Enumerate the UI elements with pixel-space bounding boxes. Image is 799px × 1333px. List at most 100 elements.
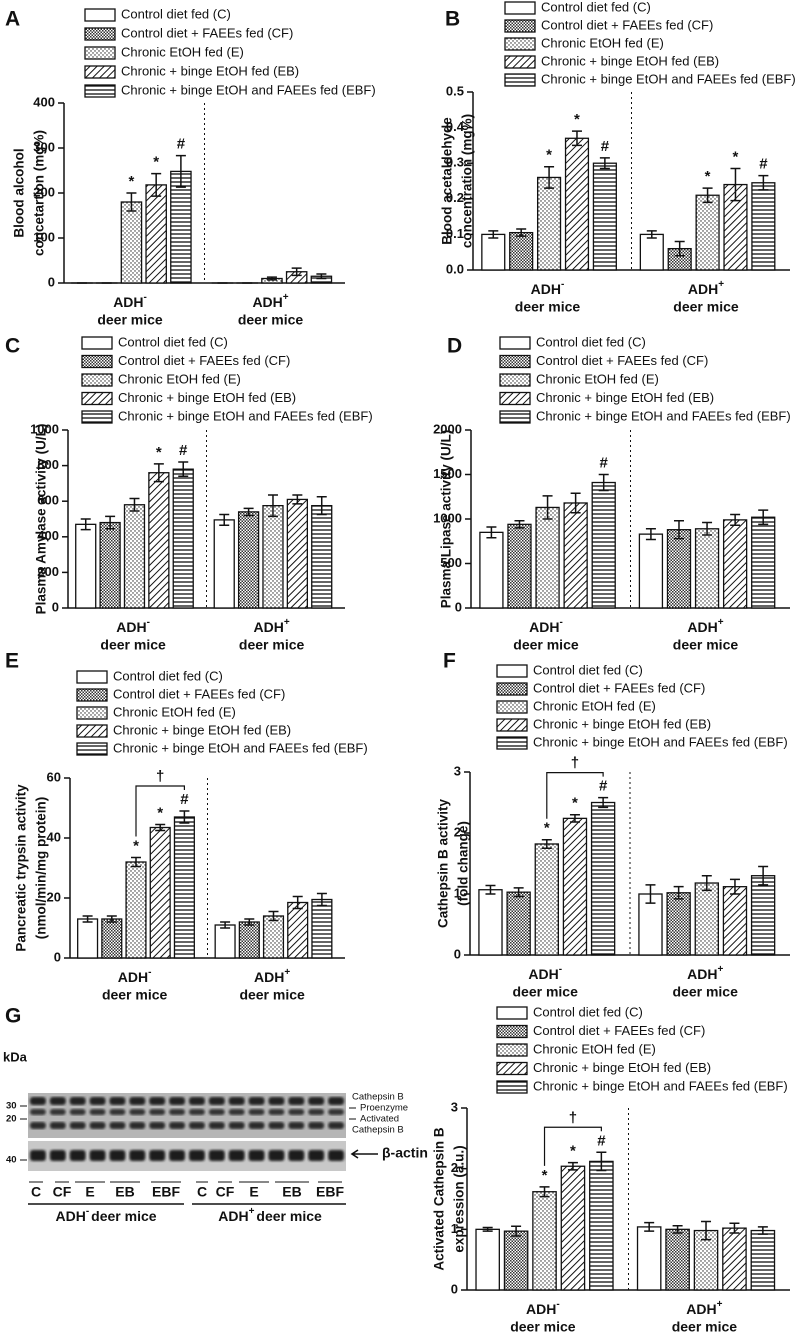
legend-swatch <box>499 391 531 406</box>
significance-label: # <box>759 156 768 173</box>
y-tick-label: 2 <box>454 824 461 839</box>
legend-label: Control diet fed (C) <box>118 334 228 349</box>
lane-label: CF <box>216 1184 235 1200</box>
group-label-main: ADH <box>528 966 558 982</box>
y-tick-label: 0 <box>451 1281 458 1296</box>
y-tick-label: 1 <box>454 885 461 900</box>
group-label-sup: - <box>86 1206 89 1217</box>
legend-swatch <box>76 706 108 720</box>
group-label-sup: - <box>148 967 151 978</box>
error-bar <box>266 276 277 281</box>
error-bar <box>513 887 524 898</box>
group-label-sup: - <box>556 1299 559 1310</box>
legend-swatch <box>81 410 113 424</box>
error-bar <box>82 915 93 923</box>
error-bar <box>268 910 279 922</box>
error-bar <box>702 521 713 536</box>
band <box>328 1097 344 1105</box>
band <box>228 1122 245 1129</box>
bar <box>536 176 562 271</box>
lane-label: C <box>31 1184 41 1200</box>
group-label-main: ADH <box>55 1208 85 1224</box>
panel-letter: D <box>447 335 462 358</box>
error-bar <box>105 515 116 530</box>
band <box>189 1150 205 1161</box>
bar <box>560 1165 586 1291</box>
y-tick-label: 0.2 <box>446 190 464 205</box>
group-label-main: ADH <box>113 294 143 310</box>
y-tick-label: 0 <box>54 949 61 964</box>
bar <box>694 882 719 956</box>
panel-letter: G <box>5 1005 21 1028</box>
band <box>288 1097 305 1105</box>
group-label: ADH+ <box>686 1299 722 1317</box>
lane-label: C <box>197 1184 207 1200</box>
error-bar <box>673 520 684 540</box>
group-label-rest: deer mice <box>91 1208 157 1224</box>
band <box>169 1097 185 1105</box>
group-label-line2: deer mice <box>513 637 579 653</box>
y-tick-label: 300 <box>33 139 55 154</box>
y-tick-label: 0.1 <box>446 226 464 241</box>
significance-label: * <box>542 1167 548 1184</box>
bar <box>262 504 284 609</box>
error-bar <box>175 154 186 188</box>
y-tick-label: 1 <box>451 1221 458 1236</box>
y-tick-label: 3 <box>451 1099 458 1114</box>
bar <box>214 924 236 959</box>
bar <box>478 889 503 956</box>
error-bar <box>486 526 497 539</box>
bar <box>148 472 170 609</box>
legend-label: Chronic EtOH fed (E) <box>118 371 241 386</box>
group-label-main: ADH <box>526 1301 556 1317</box>
legend-label: Control diet + FAEEs fed (CF) <box>533 1023 705 1038</box>
legend-label: Control diet + FAEEs fed (CF) <box>118 353 290 368</box>
error-bar <box>482 1226 493 1232</box>
legend-label: Chronic EtOH fed (E) <box>536 371 659 386</box>
y-tick-label: 200 <box>37 564 59 579</box>
lane-label: E <box>249 1184 258 1200</box>
bar <box>287 901 309 959</box>
error-bar <box>106 915 117 923</box>
bar <box>751 516 776 609</box>
error-bar <box>219 513 230 526</box>
group-label-line2: deer mice <box>239 987 305 1003</box>
y-axis-label: expression (a.u.) <box>452 1145 467 1252</box>
error-bar <box>757 1226 768 1235</box>
group-label-main: ADH <box>529 619 559 635</box>
legend-label: Chronic + binge EtOH fed (EB) <box>121 63 299 78</box>
band <box>49 1150 66 1161</box>
group-label: ADH- <box>116 617 150 635</box>
legend-label: Chronic + binge EtOH and FAEEs fed (EBF) <box>118 408 373 423</box>
group-label-line2: deer mice <box>100 637 166 653</box>
panel-letter: A <box>5 8 20 31</box>
bar <box>506 891 531 956</box>
bar <box>238 921 260 959</box>
band <box>208 1109 225 1115</box>
y-tick-label: 2 <box>451 1160 458 1175</box>
error-bar <box>316 496 327 516</box>
bar <box>237 511 260 609</box>
band-label: Cathepsin B <box>352 1125 404 1136</box>
bar <box>75 523 97 609</box>
bar <box>636 1226 662 1291</box>
band <box>89 1150 106 1161</box>
group-label-line2: deer mice <box>673 984 739 1000</box>
significance-label: # <box>180 791 189 808</box>
significance-label: # <box>600 454 609 471</box>
legend-label: Control diet + FAEEs fed (CF) <box>113 686 285 701</box>
legend-swatch <box>499 336 531 350</box>
error-bar <box>267 494 278 518</box>
band <box>268 1109 285 1115</box>
band <box>129 1097 146 1105</box>
legend-swatch <box>504 37 536 51</box>
error-bar <box>155 823 166 832</box>
group-label-main: ADH <box>218 1208 248 1224</box>
lane-label: EBF <box>152 1184 180 1200</box>
bar <box>509 231 534 271</box>
legend-swatch <box>504 1 536 15</box>
band <box>189 1109 205 1115</box>
bar <box>532 1191 557 1291</box>
band <box>49 1097 66 1105</box>
legend-label: Control diet + FAEEs fed (CF) <box>121 25 293 40</box>
